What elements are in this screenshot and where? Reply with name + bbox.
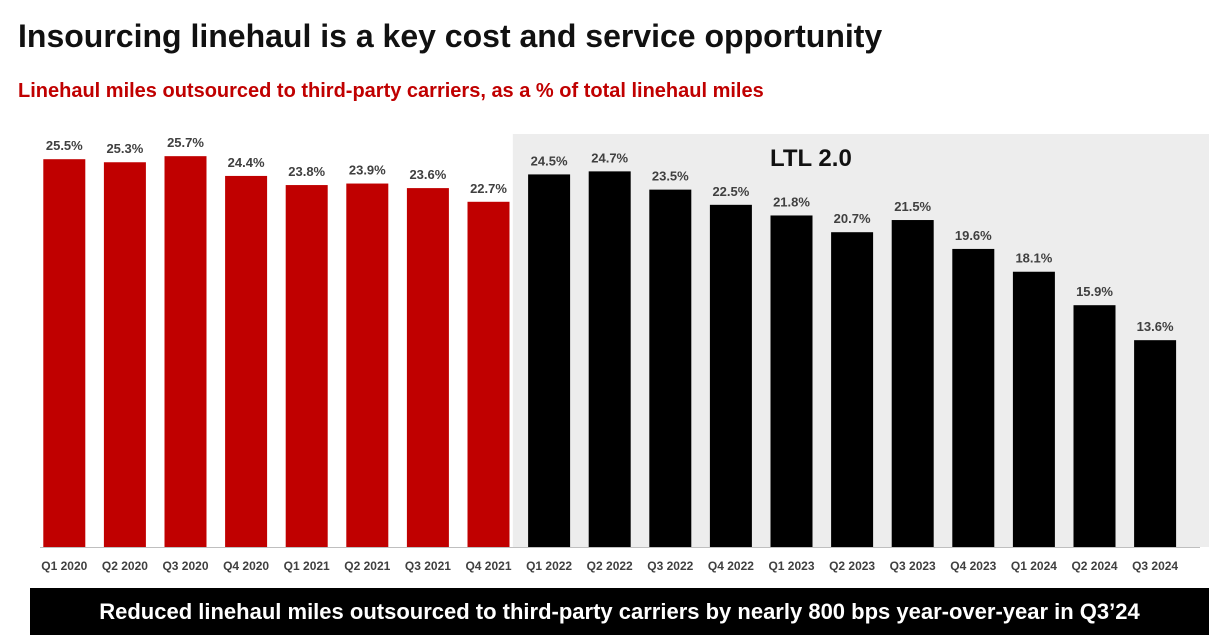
x-tick-label: Q3 2020	[162, 559, 208, 573]
bar-chart: LTL 2.0 25.5% Q1 2020 25.3% Q2 2020 25.7% Q3 2…	[40, 134, 1209, 573]
bar	[588, 171, 631, 547]
x-tick-label: Q1 2021	[284, 559, 330, 573]
bar	[528, 174, 571, 547]
bar	[406, 188, 449, 548]
data-label: 18.1%	[1015, 251, 1052, 266]
bar	[1073, 305, 1116, 547]
data-label: 22.7%	[470, 181, 507, 196]
data-label: 23.8%	[288, 164, 325, 179]
bar	[649, 189, 692, 547]
data-label: 19.6%	[955, 228, 992, 243]
data-label: 21.8%	[773, 194, 810, 209]
x-tick-label: Q4 2023	[950, 559, 996, 573]
data-label: 25.7%	[167, 135, 204, 150]
x-tick-label: Q1 2022	[526, 559, 572, 573]
x-tick-label: Q2 2023	[829, 559, 875, 573]
data-label: 24.4%	[228, 155, 265, 170]
bar	[709, 204, 752, 547]
x-tick-label: Q4 2021	[465, 559, 511, 573]
data-label: 24.7%	[591, 150, 628, 165]
bar	[346, 183, 389, 548]
data-label: 24.5%	[531, 153, 568, 168]
data-label: 22.5%	[712, 184, 749, 199]
data-label: 25.5%	[46, 138, 83, 153]
data-label: 25.3%	[106, 141, 143, 156]
summary-banner: Reduced linehaul miles outsourced to thi…	[30, 588, 1209, 635]
bar	[467, 201, 510, 547]
x-tick-label: Q1 2023	[768, 559, 814, 573]
chart-subtitle: Linehaul miles outsourced to third-party…	[18, 80, 764, 102]
x-tick-label: Q3 2023	[890, 559, 936, 573]
x-tick-label: Q3 2021	[405, 559, 451, 573]
data-label: 20.7%	[834, 211, 871, 226]
x-tick-label: Q3 2022	[647, 559, 693, 573]
bar	[43, 159, 86, 547]
x-tick-label: Q3 2024	[1132, 559, 1178, 573]
bar	[1134, 340, 1177, 547]
data-label: 23.6%	[409, 167, 446, 182]
data-label: 23.9%	[349, 163, 386, 178]
x-tick-label: Q2 2024	[1071, 559, 1117, 573]
bar	[1012, 271, 1055, 547]
data-label: 13.6%	[1137, 319, 1174, 334]
x-tick-label: Q4 2022	[708, 559, 754, 573]
x-tick-label: Q1 2020	[41, 559, 87, 573]
x-tick-label: Q4 2020	[223, 559, 269, 573]
bar	[770, 215, 813, 547]
bar	[103, 162, 146, 547]
data-label: 15.9%	[1076, 284, 1113, 299]
x-tick-label: Q1 2024	[1011, 559, 1057, 573]
region-label: LTL 2.0	[770, 145, 852, 172]
x-tick-label: Q2 2020	[102, 559, 148, 573]
bar	[952, 248, 995, 547]
page-title: Insourcing linehaul is a key cost and se…	[18, 18, 883, 54]
bar	[831, 232, 874, 547]
data-label: 23.5%	[652, 169, 689, 184]
x-tick-label: Q2 2021	[344, 559, 390, 573]
bar	[225, 175, 268, 547]
bar	[164, 156, 207, 547]
bar	[285, 185, 328, 548]
x-tick-label: Q2 2022	[587, 559, 633, 573]
data-label: 21.5%	[894, 199, 931, 214]
bar	[891, 220, 934, 548]
